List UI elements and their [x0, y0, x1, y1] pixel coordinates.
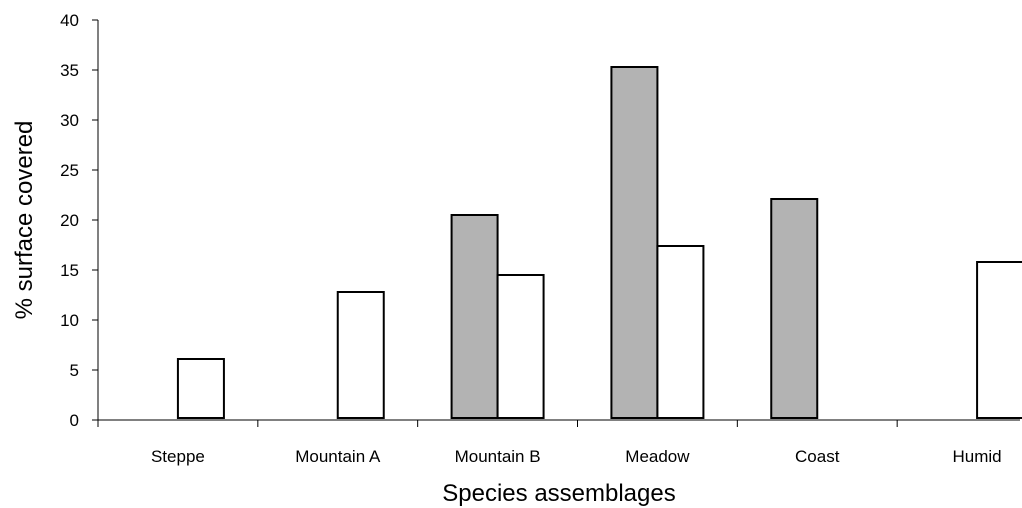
bar-series-2-mountain-b [496, 274, 545, 419]
bar-series-2-mountain-a [336, 291, 385, 419]
y-tick-label: 5 [70, 361, 79, 380]
x-axis-title: Species assemblages [442, 480, 675, 507]
y-tick-label: 0 [70, 411, 79, 430]
x-category-label: Mountain B [455, 447, 541, 466]
y-tick-label: 25 [60, 161, 79, 180]
y-axis-title: % surface covered [11, 121, 38, 320]
x-category-label: Meadow [625, 447, 690, 466]
y-tick-label: 40 [60, 11, 79, 30]
x-category-label: Coast [795, 447, 840, 466]
bar-series-1-mountain-b [450, 214, 499, 419]
bar-series-2-steppe [176, 358, 225, 419]
x-category-label: Steppe [151, 447, 205, 466]
y-tick-label: 30 [60, 111, 79, 130]
bar-series-1-meadow [610, 66, 659, 419]
x-axis-ticks: Steppe Mountain A Mountain B Meadow Coast Hum… [97, 420, 1002, 466]
bar-series-2-meadow [656, 245, 705, 419]
x-category-label: Humid [953, 447, 1002, 466]
bar-series-2-humid [976, 261, 1022, 419]
x-category-label: Mountain A [295, 447, 381, 466]
plot-area [176, 66, 1022, 419]
y-tick-label: 15 [60, 261, 79, 280]
y-tick-label: 20 [60, 211, 79, 230]
y-tick-label: 35 [60, 61, 79, 80]
bar-series-1-coast [770, 198, 819, 419]
y-tick-label: 10 [60, 311, 79, 330]
y-axis-ticks: 0 5 10 15 20 25 30 35 40 [60, 11, 98, 430]
